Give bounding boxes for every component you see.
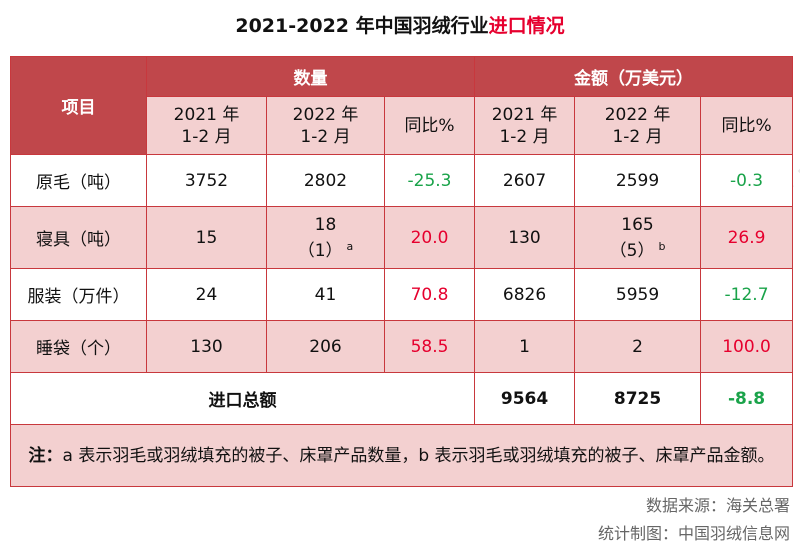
cell-note: （5）	[609, 240, 655, 261]
cell-value: 18	[314, 214, 337, 235]
header-months: 1-2 月	[181, 126, 232, 147]
title-prefix: 2021-2022 年中国羽绒行业	[235, 15, 489, 37]
cell-value: 165	[621, 214, 654, 235]
cell-q2022: 41	[266, 268, 385, 321]
total-ayoy: -8.8	[700, 372, 794, 425]
header-a-yoy: 同比%	[700, 96, 794, 155]
header-item: 项目	[10, 56, 147, 155]
import-table: 项目 数量 金额（万美元） 2021 年 1-2 月 2022 年 1-2 月 …	[9, 56, 794, 487]
header-row-groups: 项目 数量 金额（万美元）	[10, 56, 794, 155]
header-months: 1-2 月	[612, 126, 663, 147]
cell-qyoy: 20.0	[383, 206, 476, 269]
header-group-amount: 金额（万美元）	[474, 56, 794, 97]
title-highlight: 进口情况	[488, 15, 565, 37]
table-row: 服装（万件） 24 41 70.8 6826 5959 -12.7	[10, 268, 794, 321]
header-year: 2022 年	[604, 104, 671, 125]
table-row: 睡袋（个） 130 206 58.5 1 2 100.0	[10, 320, 794, 373]
cell-a2021: 130	[474, 206, 576, 269]
chart-credit: 统计制图：中国羽绒信息网	[597, 524, 790, 543]
cell-a2021: 6826	[474, 268, 576, 321]
footnote-marker: a	[346, 239, 354, 253]
cell-qyoy: 70.8	[383, 268, 476, 321]
header-q-2022: 2022 年 1-2 月	[266, 96, 385, 155]
cell-q2022: 206	[266, 320, 385, 373]
cell-ayoy: 26.9	[700, 206, 794, 269]
cell-a2021: 1	[474, 320, 576, 373]
cell-q2021: 3752	[146, 154, 267, 207]
header-row-periods: 2021 年 1-2 月 2022 年 1-2 月 同比% 2021 年 1-2…	[11, 96, 794, 155]
footnote-lead: 注：	[28, 445, 63, 466]
total-a2021: 9564	[474, 372, 576, 425]
cell-q2021: 24	[146, 268, 267, 321]
cell-q2021: 15	[146, 206, 267, 269]
cell-qyoy: -25.3	[383, 154, 476, 207]
cell-ayoy: 100.0	[700, 320, 794, 373]
header-a-2022: 2022 年 1-2 月	[574, 96, 702, 155]
footnote: 注：a 表示羽毛或羽绒填充的被子、床罩产品数量，b 表示羽毛或羽绒填充的被子、床…	[9, 424, 794, 487]
total-a2022: 8725	[574, 372, 702, 425]
cell-subvalue: （1） a	[268, 236, 384, 262]
cell-a2022: 2599	[574, 154, 702, 207]
data-source: 数据来源：海关总署	[645, 496, 790, 515]
table-row: 寝具（吨） 15 18 （1） a 20.0 130 165 （5） b 26.9	[10, 206, 794, 269]
cell-a2022: 2	[574, 320, 702, 373]
cell-q2021: 130	[146, 320, 267, 373]
total-row: 进口总额 9564 8725 -8.8	[9, 372, 794, 425]
header-months: 1-2 月	[499, 126, 550, 147]
cell-a2021: 2607	[474, 154, 576, 207]
cell-a2022: 5959	[574, 268, 702, 321]
header-year: 2021 年	[491, 104, 558, 125]
header-a-2021: 2021 年 1-2 月	[474, 96, 576, 155]
header-year: 2022 年	[292, 104, 359, 125]
table-row: 原毛（吨） 3752 2802 -25.3 2607 2599 -0.3	[10, 154, 794, 207]
cell-ayoy: -12.7	[700, 268, 794, 321]
row-label: 原毛（吨）	[10, 154, 147, 207]
page-title: 2021-2022 年中国羽绒行业进口情况	[0, 6, 800, 46]
cell-ayoy: -0.3	[700, 154, 794, 207]
footnote-text: a 表示羽毛或羽绒填充的被子、床罩产品数量，b 表示羽毛或羽绒填充的被子、床罩产…	[62, 445, 775, 466]
row-label: 服装（万件）	[10, 268, 147, 321]
cell-q2022: 18 （1） a	[266, 206, 385, 269]
row-label: 寝具（吨）	[10, 206, 147, 269]
cell-a2022: 165 （5） b	[574, 206, 702, 269]
row-label: 睡袋（个）	[10, 320, 147, 373]
note-row: 注：a 表示羽毛或羽绒填充的被子、床罩产品数量，b 表示羽毛或羽绒填充的被子、床…	[9, 424, 794, 487]
cell-note: （1）	[297, 240, 343, 261]
cell-qyoy: 58.5	[383, 320, 476, 373]
header-q-yoy: 同比%	[383, 96, 476, 155]
cell-q2022: 2802	[266, 154, 385, 207]
header-group-quantity: 数量	[145, 56, 476, 97]
header-q-2021: 2021 年 1-2 月	[146, 96, 267, 155]
header-year: 2021 年	[173, 104, 240, 125]
cell-subvalue: （5） b	[576, 236, 700, 262]
footnote-marker: b	[658, 239, 666, 253]
header-months: 1-2 月	[300, 126, 351, 147]
total-label: 进口总额	[9, 372, 476, 425]
